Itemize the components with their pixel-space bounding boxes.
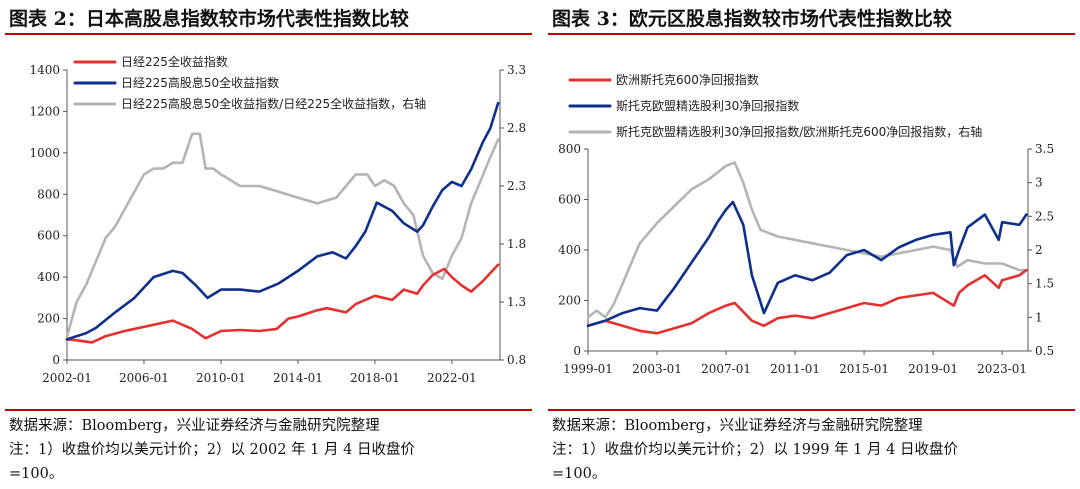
x-tick-label: 2014-01 bbox=[273, 371, 323, 385]
note-text-continued: =100。 bbox=[552, 466, 607, 482]
japan-dividend-chart: 0 200 400 600 800 1000 1200 1400 0.8 1.3 1.8 2.3 2.8… bbox=[29, 54, 526, 385]
x-tick-label: 2002-01 bbox=[42, 371, 92, 385]
x-tick-label: 1999-01 bbox=[563, 362, 613, 376]
series-line-0 bbox=[586, 268, 1028, 335]
legend-label: 斯托克欧盟精选股利30净回报指数 bbox=[616, 98, 799, 113]
x-tick-label: 2006-01 bbox=[119, 371, 169, 385]
legend-label: 日经225高股息50全收益指数 bbox=[121, 75, 279, 90]
source-divider bbox=[548, 409, 1075, 411]
source-divider bbox=[5, 409, 532, 411]
y2-tick-label: 3.5 bbox=[1035, 142, 1054, 156]
y-tick-label: 200 bbox=[37, 312, 60, 326]
legend-label: 日经225高股息50全收益指数/日经225全收益指数，右轴 bbox=[121, 96, 426, 111]
y-tick-label: 800 bbox=[37, 187, 60, 201]
figure-title: 图表 3：欧元区股息指数较市场代表性指数比较 bbox=[552, 8, 952, 30]
series-line-2 bbox=[65, 132, 500, 339]
europe-dividend-chart: 0 200 400 600 800 0.5 1 1.5 2 2.5 3 3.5 1999-01 2003-… bbox=[558, 72, 1054, 376]
y2-tick-label: 2.3 bbox=[507, 179, 526, 193]
legend-label: 日经225全收益指数 bbox=[121, 54, 228, 69]
title-divider bbox=[548, 33, 1075, 35]
y2-tick-label: 2 bbox=[1035, 243, 1043, 257]
x-tick-label: 2010-01 bbox=[196, 371, 246, 385]
y2-tick-label: 1 bbox=[1035, 310, 1043, 324]
y2-tick-label: 1.5 bbox=[1035, 277, 1054, 291]
y2-tick-label: 3.3 bbox=[507, 63, 526, 77]
y2-tick-label: 1.8 bbox=[507, 237, 526, 251]
y-tick-label: 0 bbox=[573, 344, 581, 358]
y-tick-label: 400 bbox=[558, 243, 581, 257]
y2-tick-label: 0.5 bbox=[1035, 344, 1054, 358]
x-tick-label: 2022-01 bbox=[427, 371, 477, 385]
y-tick-label: 600 bbox=[37, 229, 60, 243]
data-source-text: 数据来源：Bloomberg，兴业证券经济与金融研究院整理 bbox=[9, 418, 380, 434]
legend-label: 欧洲斯托克600净回报指数 bbox=[616, 72, 759, 87]
data-source-text: 数据来源：Bloomberg，兴业证券经济与金融研究院整理 bbox=[552, 418, 923, 434]
y2-tick-label: 0.8 bbox=[507, 353, 526, 367]
y2-tick-label: 3 bbox=[1035, 176, 1043, 190]
y-tick-label: 1000 bbox=[29, 146, 60, 160]
y-tick-label: 600 bbox=[558, 193, 581, 207]
y2-tick-label: 2.5 bbox=[1035, 209, 1054, 223]
x-tick-label: 2019-01 bbox=[908, 362, 958, 376]
y-tick-label: 0 bbox=[52, 353, 60, 367]
x-tick-label: 2018-01 bbox=[350, 371, 400, 385]
y-tick-label: 800 bbox=[558, 142, 581, 156]
figure-notes: 数据来源：Bloomberg，兴业证券经济与金融研究院整理 注：1）收盘价均以美… bbox=[9, 414, 529, 486]
legend-label: 斯托克欧盟精选股利30净回报指数/欧洲斯托克600净回报指数，右轴 bbox=[616, 124, 982, 139]
figure-title: 图表 2：日本高股息指数较市场代表性指数比较 bbox=[9, 8, 409, 30]
note-text: 注：1）收盘价均以美元计价；2）以 1999 年 1 月 4 日收盘价 bbox=[552, 442, 958, 458]
figure-notes: 数据来源：Bloomberg，兴业证券经济与金融研究院整理 注：1）收盘价均以美… bbox=[552, 414, 1072, 486]
y2-tick-label: 1.3 bbox=[507, 295, 526, 309]
x-tick-label: 2015-01 bbox=[839, 362, 889, 376]
figure-panel-japan: 图表 2：日本高股息指数较市场代表性指数比较 0 200 400 600 800 1000… bbox=[5, 0, 535, 489]
x-tick-label: 2007-01 bbox=[701, 362, 751, 376]
series-line-1 bbox=[586, 200, 1028, 328]
figure-panel-europe: 图表 3：欧元区股息指数较市场代表性指数比较 0 200 400 600 800 0.5 1… bbox=[548, 0, 1078, 489]
y2-tick-label: 2.8 bbox=[507, 121, 526, 135]
note-text: 注：1）收盘价均以美元计价；2）以 2002 年 1 月 4 日收盘价 bbox=[9, 442, 415, 458]
series-line-2 bbox=[586, 161, 1028, 319]
series-line-1 bbox=[65, 101, 500, 341]
x-tick-label: 2011-01 bbox=[770, 362, 820, 376]
series-line-0 bbox=[65, 263, 500, 344]
title-divider bbox=[5, 33, 532, 35]
x-tick-label: 2023-01 bbox=[977, 362, 1027, 376]
x-tick-label: 2003-01 bbox=[632, 362, 682, 376]
y-tick-label: 1400 bbox=[29, 63, 60, 77]
note-text-continued: =100。 bbox=[9, 466, 64, 482]
y-tick-label: 400 bbox=[37, 270, 60, 284]
y-tick-label: 200 bbox=[558, 294, 581, 308]
y-tick-label: 1200 bbox=[29, 104, 60, 118]
